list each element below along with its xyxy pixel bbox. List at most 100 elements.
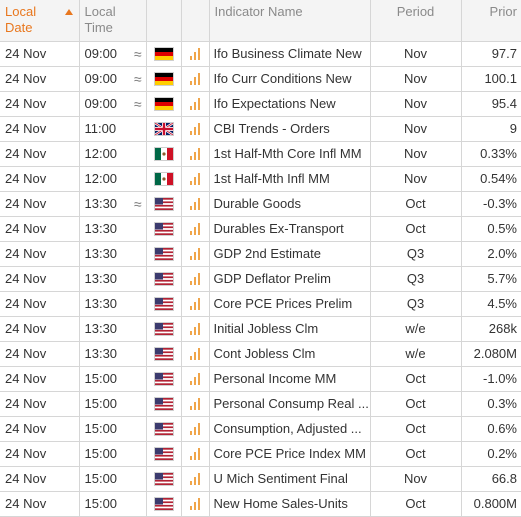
cell-country	[146, 266, 182, 292]
header-local-date[interactable]: Local Date	[0, 0, 80, 42]
cell-time: 15:00	[79, 416, 147, 442]
table-row[interactable]: 24 Nov 15:00 Personal Consump Real ... O…	[0, 391, 521, 417]
cell-period: w/e	[370, 316, 462, 342]
header-local-time[interactable]: Local Time	[79, 0, 147, 42]
table-row[interactable]: 24 Nov 13:30 Core PCE Prices Prelim Q3 4…	[0, 291, 521, 317]
cell-period: Oct	[370, 216, 462, 242]
time-value: 09:00	[84, 45, 118, 61]
cell-country	[146, 141, 182, 167]
cell-time: 15:00	[79, 441, 147, 467]
cell-indicator[interactable]: GDP Deflator Prelim	[209, 266, 371, 292]
table-row[interactable]: 24 Nov 12:00 1st Half-Mth Infl MM Nov 0.…	[0, 166, 521, 192]
sort-ascending-icon[interactable]	[64, 9, 73, 15]
cell-time: 15:00	[79, 491, 147, 517]
cell-period: Nov	[370, 116, 462, 142]
table-row[interactable]: 24 Nov 09:00 ≈ Ifo Business Climate New …	[0, 41, 521, 67]
cell-indicator[interactable]: Ifo Expectations New	[209, 91, 371, 117]
table-row[interactable]: 24 Nov 15:00 U Mich Sentiment Final Nov …	[0, 466, 521, 492]
cell-prior: 0.800M	[461, 491, 521, 517]
cell-indicator[interactable]: Ifo Business Climate New	[209, 41, 371, 67]
table-row[interactable]: 24 Nov 15:00 Core PCE Price Index MM Oct…	[0, 441, 521, 467]
flag-us-icon	[154, 223, 173, 236]
cell-importance	[181, 316, 210, 342]
cell-indicator[interactable]: New Home Sales-Units	[209, 491, 371, 517]
header-period[interactable]: Period	[370, 0, 462, 42]
cell-indicator[interactable]: Core PCE Price Index MM	[209, 441, 371, 467]
cell-indicator[interactable]: U Mich Sentiment Final	[209, 466, 371, 492]
cell-prior: 97.7	[461, 41, 521, 67]
table-row[interactable]: 24 Nov 13:30 ≈ Durable Goods Oct -0.3%	[0, 191, 521, 217]
cell-country	[146, 116, 182, 142]
table-row[interactable]: 24 Nov 15:00 Personal Income MM Oct -1.0…	[0, 366, 521, 392]
cell-prior: 4.5%	[461, 291, 521, 317]
time-value: 15:00	[84, 370, 118, 386]
header-importance[interactable]	[181, 0, 210, 42]
table-row[interactable]: 24 Nov 13:30 Durables Ex-Transport Oct 0…	[0, 216, 521, 242]
importance-bars-icon	[190, 173, 200, 186]
table-row[interactable]: 24 Nov 11:00 CBI Trends - Orders Nov 9	[0, 116, 521, 142]
cell-period: Q3	[370, 241, 462, 267]
table-row[interactable]: 24 Nov 15:00 Consumption, Adjusted ... O…	[0, 416, 521, 442]
cell-indicator[interactable]: Personal Consump Real ...	[209, 391, 371, 417]
header-prior[interactable]: Prior	[461, 0, 521, 42]
table-row[interactable]: 24 Nov 13:30 Initial Jobless Clm w/e 268…	[0, 316, 521, 342]
flag-us-icon	[154, 473, 173, 486]
time-value: 15:00	[84, 420, 118, 436]
cell-importance	[181, 116, 210, 142]
header-local-date-line2: Date	[5, 20, 33, 35]
cell-indicator[interactable]: 1st Half-Mth Infl MM	[209, 166, 371, 192]
cell-indicator[interactable]: GDP 2nd Estimate	[209, 241, 371, 267]
importance-bars-icon	[190, 498, 200, 511]
cell-country	[146, 491, 182, 517]
cell-prior: -0.3%	[461, 191, 521, 217]
header-country[interactable]	[146, 0, 182, 42]
flag-us-icon	[154, 348, 173, 361]
cell-country	[146, 216, 182, 242]
cell-time: 13:30	[79, 341, 147, 367]
cell-date: 24 Nov	[0, 91, 80, 117]
cell-indicator[interactable]: Consumption, Adjusted ...	[209, 416, 371, 442]
cell-prior: 66.8	[461, 466, 521, 492]
cell-country	[146, 341, 182, 367]
cell-country	[146, 391, 182, 417]
table-row[interactable]: 24 Nov 09:00 ≈ Ifo Expectations New Nov …	[0, 91, 521, 117]
cell-indicator[interactable]: Personal Income MM	[209, 366, 371, 392]
table-row[interactable]: 24 Nov 09:00 ≈ Ifo Curr Conditions New N…	[0, 66, 521, 92]
cell-indicator[interactable]: 1st Half-Mth Core Infl MM	[209, 141, 371, 167]
cell-date: 24 Nov	[0, 241, 80, 267]
cell-indicator[interactable]: Durable Goods	[209, 191, 371, 217]
flag-us-icon	[154, 498, 173, 511]
time-value: 15:00	[84, 470, 118, 486]
cell-indicator[interactable]: Durables Ex-Transport	[209, 216, 371, 242]
table-row[interactable]: 24 Nov 15:00 New Home Sales-Units Oct 0.…	[0, 491, 521, 517]
cell-period: Nov	[370, 166, 462, 192]
cell-country	[146, 366, 182, 392]
cell-indicator[interactable]: Initial Jobless Clm	[209, 316, 371, 342]
cell-country	[146, 416, 182, 442]
cell-indicator[interactable]: Ifo Curr Conditions New	[209, 66, 371, 92]
importance-bars-icon	[190, 348, 200, 361]
table-row[interactable]: 24 Nov 13:30 GDP 2nd Estimate Q3 2.0%	[0, 241, 521, 267]
importance-bars-icon	[190, 148, 200, 161]
importance-bars-icon	[190, 273, 200, 286]
table-row[interactable]: 24 Nov 12:00 1st Half-Mth Core Infl MM N…	[0, 141, 521, 167]
flag-us-icon	[154, 448, 173, 461]
header-local-time-line1: Local	[84, 4, 116, 19]
cell-indicator[interactable]: CBI Trends - Orders	[209, 116, 371, 142]
time-value: 13:30	[84, 220, 118, 236]
cell-period: Nov	[370, 466, 462, 492]
table-row[interactable]: 24 Nov 13:30 GDP Deflator Prelim Q3 5.7%	[0, 266, 521, 292]
cell-importance	[181, 266, 210, 292]
cell-indicator[interactable]: Cont Jobless Clm	[209, 341, 371, 367]
time-value: 12:00	[84, 145, 118, 161]
importance-bars-icon	[190, 398, 200, 411]
cell-importance	[181, 241, 210, 267]
cell-time: 13:30	[79, 241, 147, 267]
header-indicator-name[interactable]: Indicator Name	[209, 0, 371, 42]
cell-country	[146, 166, 182, 192]
cell-indicator[interactable]: Core PCE Prices Prelim	[209, 291, 371, 317]
table-row[interactable]: 24 Nov 13:30 Cont Jobless Clm w/e 2.080M	[0, 341, 521, 367]
cell-date: 24 Nov	[0, 291, 80, 317]
cell-time: 13:30	[79, 291, 147, 317]
cell-date: 24 Nov	[0, 41, 80, 67]
